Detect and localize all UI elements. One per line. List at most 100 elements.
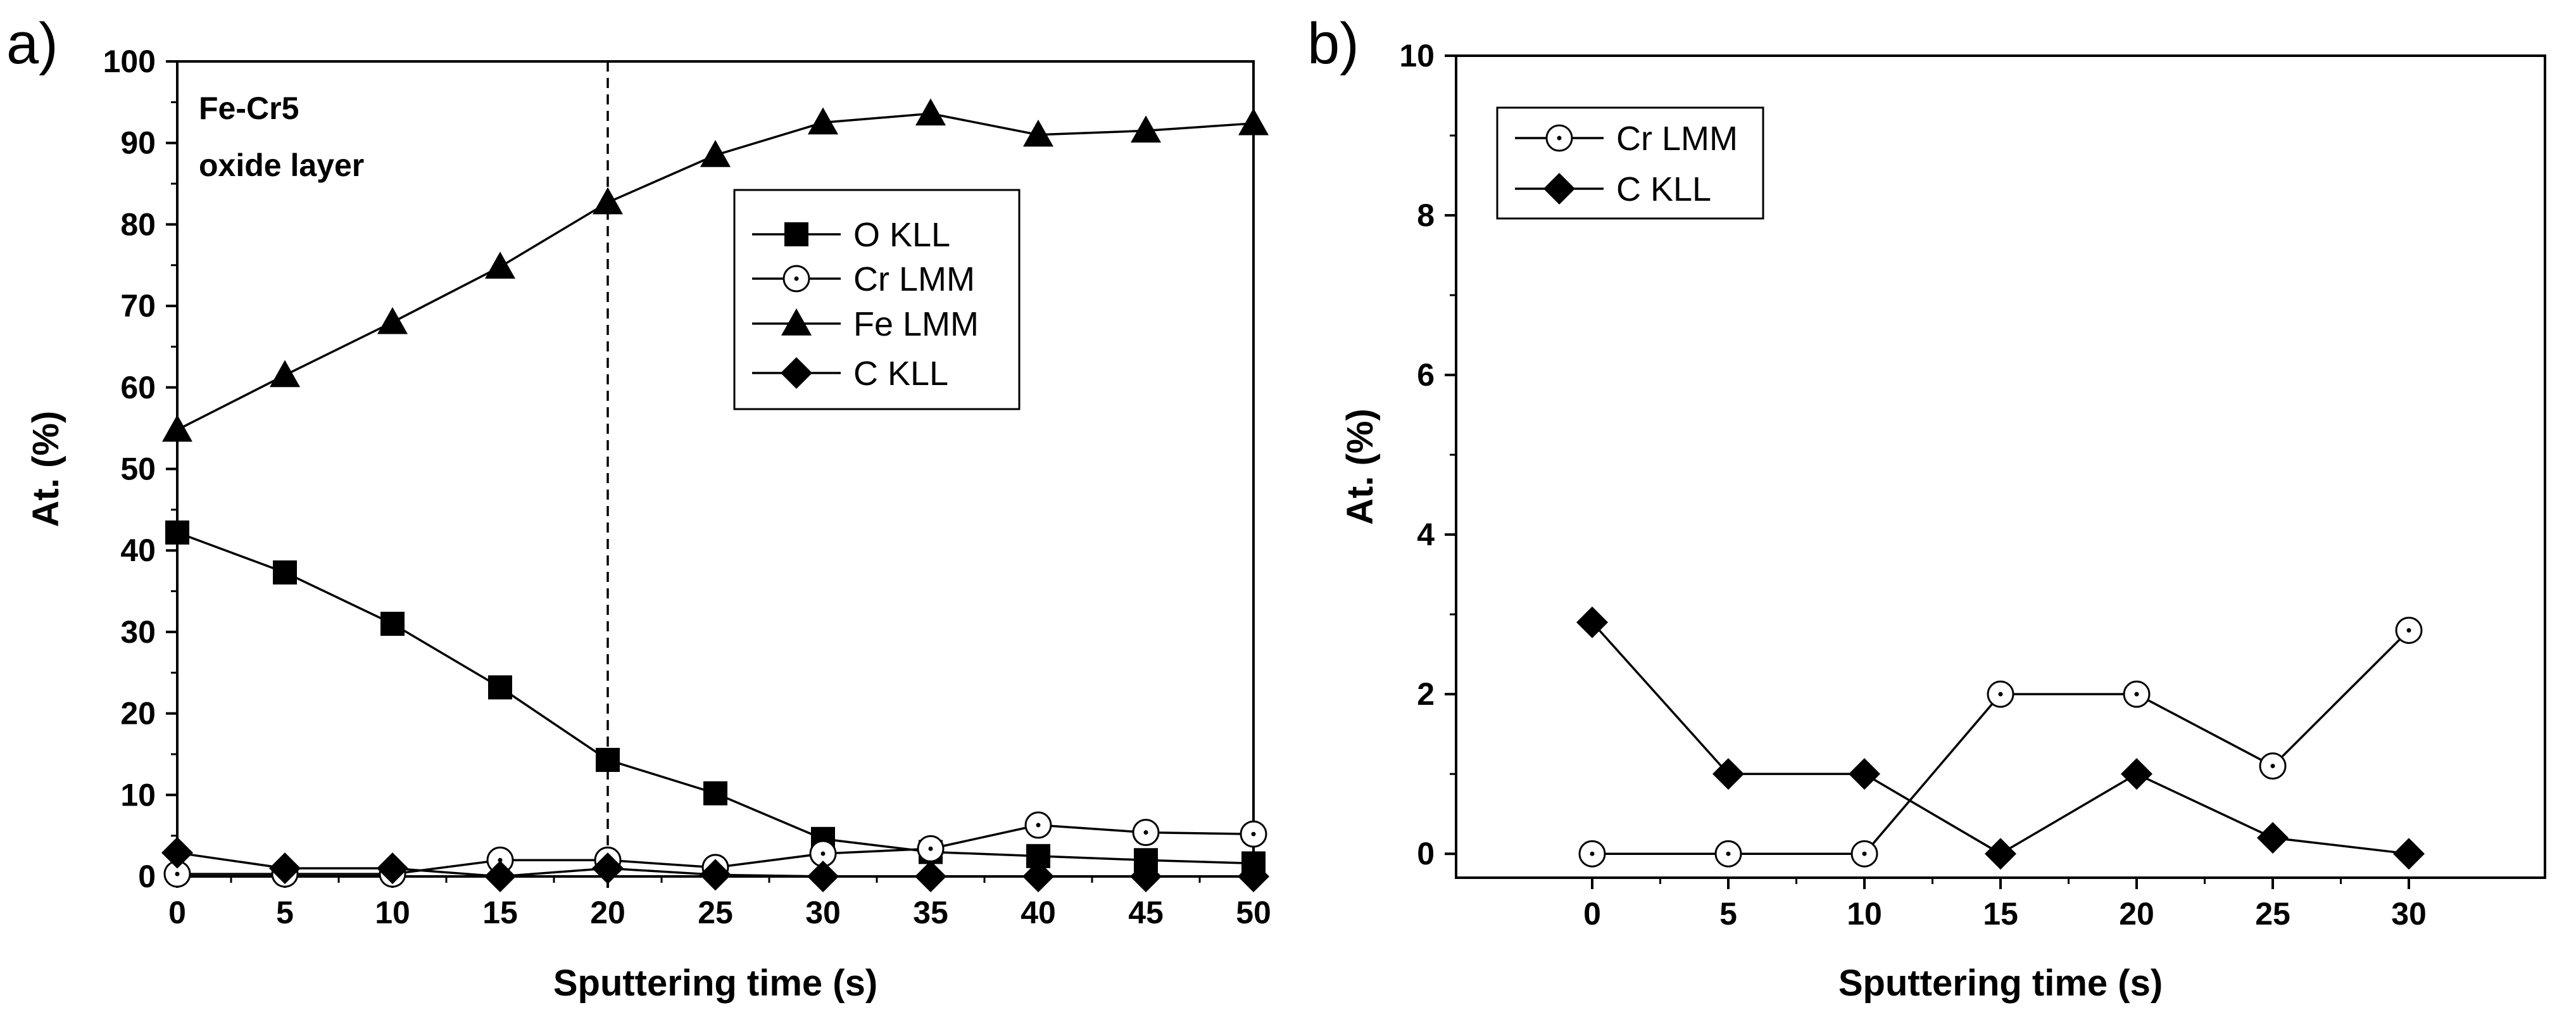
legend-label: Cr LMM xyxy=(853,260,975,298)
plot-frame xyxy=(176,60,1255,878)
marker-dot xyxy=(1862,851,1867,856)
x-axis-title: Sputtering time (s) xyxy=(553,963,877,1004)
x-tick-label: 10 xyxy=(1847,896,1882,932)
y-axis-title: At. (%) xyxy=(1340,408,1381,525)
legend-label: O KLL xyxy=(853,216,950,254)
data-point xyxy=(2121,758,2152,790)
marker-dot xyxy=(1036,823,1041,828)
y-tick-label: 50 xyxy=(120,452,156,487)
data-point xyxy=(1130,861,1162,892)
x-tick-label: 5 xyxy=(276,895,294,930)
x-tick-label: 15 xyxy=(1983,896,2018,932)
data-point xyxy=(1850,840,1878,868)
data-point xyxy=(485,251,515,279)
y-tick-label: 80 xyxy=(120,206,156,242)
data-point xyxy=(2257,821,2289,854)
legend: Cr LMM C KLL xyxy=(1496,106,1764,220)
legend-marker xyxy=(1545,124,1573,152)
data-point xyxy=(593,187,623,215)
y-tick-label: 8 xyxy=(1417,198,1435,233)
legend-item: Fe LMM xyxy=(752,305,979,343)
y-tick-label: 0 xyxy=(138,859,156,894)
series-cr-lmm xyxy=(163,811,1267,888)
x-tick-label: 15 xyxy=(482,895,518,930)
x-tick-label: 10 xyxy=(375,895,410,930)
legend-marker xyxy=(781,357,812,389)
legend-item: Cr LMM xyxy=(1515,120,1738,158)
marker-dot xyxy=(1251,831,1256,837)
series-line xyxy=(177,531,1254,865)
marker-dot xyxy=(175,871,180,876)
data-point xyxy=(1985,838,2016,870)
legend-marker xyxy=(781,308,812,336)
data-point xyxy=(273,560,297,585)
y-tick-label: 6 xyxy=(1417,357,1435,393)
series-line xyxy=(1591,621,2410,856)
data-point xyxy=(380,612,405,636)
y-tick-label: 20 xyxy=(120,696,156,731)
marker-dot xyxy=(498,857,503,863)
y-tick-label: 100 xyxy=(103,44,156,79)
legend-item: C KLL xyxy=(1515,170,1711,208)
data-point xyxy=(269,852,301,885)
legend-item: Cr LMM xyxy=(752,260,975,298)
data-point xyxy=(1714,840,1742,868)
data-point xyxy=(1238,861,1269,892)
y-axis-title: At. (%) xyxy=(25,411,66,528)
legend-item: C KLL xyxy=(752,355,948,393)
data-point xyxy=(1578,840,1606,868)
legend-marker xyxy=(1543,173,1575,205)
data-point xyxy=(1131,115,1161,143)
y-axis: 0 2 4 6 8 10 xyxy=(1399,38,1456,871)
chart-panel-b: b) 0 5 10 15 20 25 30 0 2 4 6 8 10 At. (%) Sputtering t… xyxy=(1307,11,2546,1004)
data-point xyxy=(2259,752,2287,780)
data-point xyxy=(1023,119,1053,147)
data-point xyxy=(1849,758,1880,790)
data-point xyxy=(700,859,731,891)
data-point xyxy=(915,861,946,892)
marker-dot xyxy=(1557,136,1562,141)
data-point xyxy=(1240,820,1267,848)
x-tick-label: 40 xyxy=(1021,895,1056,930)
data-point xyxy=(703,781,727,806)
y-tick-label: 0 xyxy=(1417,836,1435,871)
marker-dot xyxy=(794,276,799,281)
marker-dot xyxy=(1998,692,2003,697)
legend-item: O KLL xyxy=(752,216,950,254)
data-point xyxy=(808,107,838,135)
x-axis: 0 5 10 15 20 25 30 xyxy=(1583,878,2427,932)
data-point xyxy=(161,837,193,869)
y-tick-label: 60 xyxy=(120,370,156,405)
x-tick-label: 45 xyxy=(1128,895,1164,930)
y-tick-label: 90 xyxy=(120,125,156,161)
series-c-kll xyxy=(161,837,1269,892)
series-cr-lmm xyxy=(1578,616,2423,868)
legend-label: C KLL xyxy=(1616,170,1711,208)
y-tick-label: 2 xyxy=(1417,676,1435,712)
series-fe-lmm xyxy=(162,98,1269,442)
chart-panel-a: a) 0 5 10 15 20 25 30 35 40 45 50 0 10 20 30 40 50 60 70 80 9… xyxy=(6,11,1271,1004)
marker-dot xyxy=(928,846,933,851)
x-tick-label: 0 xyxy=(1583,896,1601,932)
data-point xyxy=(2393,838,2425,870)
panel-label: a) xyxy=(6,11,58,76)
x-axis-title: Sputtering time (s) xyxy=(1838,963,2163,1004)
marker-dot xyxy=(820,851,826,856)
data-point xyxy=(700,140,731,167)
x-tick-label: 25 xyxy=(698,895,733,930)
marker-dot xyxy=(2270,764,2275,769)
data-point xyxy=(165,520,189,545)
x-tick-label: 30 xyxy=(805,895,841,930)
x-tick-label: 25 xyxy=(2255,896,2290,932)
data-point xyxy=(807,861,839,892)
y-tick-label: 10 xyxy=(1399,38,1435,73)
y-tick-label: 30 xyxy=(120,614,156,650)
data-point xyxy=(915,98,946,126)
y-axis: 0 10 20 30 40 50 60 70 80 90 100 xyxy=(103,44,177,894)
x-tick-label: 35 xyxy=(913,895,948,930)
y-tick-label: 40 xyxy=(120,533,156,568)
data-point xyxy=(488,675,512,700)
legend-label: Cr LMM xyxy=(1616,120,1738,158)
panel-label: b) xyxy=(1307,11,1359,76)
